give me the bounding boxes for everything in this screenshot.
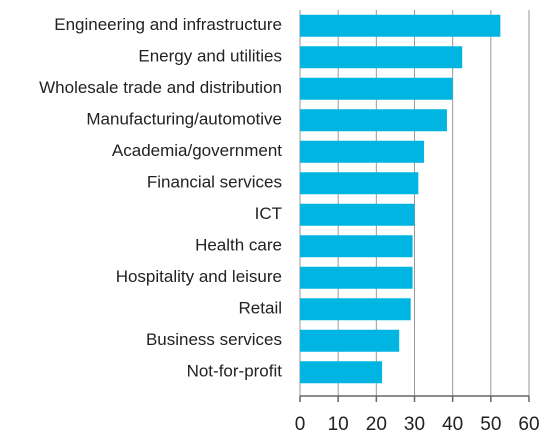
y-tick-label: Health care xyxy=(195,236,282,255)
y-tick-label: Wholesale trade and distribution xyxy=(39,78,282,97)
x-tick-label: 10 xyxy=(328,414,349,435)
x-tick-label: 50 xyxy=(480,414,501,435)
x-tick-label: 60 xyxy=(518,414,539,435)
bar xyxy=(300,361,383,384)
bar xyxy=(300,235,413,258)
bar xyxy=(300,14,501,37)
y-tick-label: Hospitality and leisure xyxy=(116,267,282,286)
y-tick-label: Business services xyxy=(146,330,282,349)
bar xyxy=(300,109,447,132)
bar xyxy=(300,46,463,69)
y-tick-label: Manufacturing/automotive xyxy=(86,110,282,129)
bar xyxy=(300,329,400,352)
y-tick-label: Retail xyxy=(239,299,282,318)
x-tick-label: 0 xyxy=(295,414,306,435)
x-tick-label: 40 xyxy=(442,414,463,435)
bar xyxy=(300,266,413,289)
x-tick-label: 20 xyxy=(366,414,387,435)
y-tick-label: Energy and utilities xyxy=(138,47,282,66)
y-tick-label: Not-for-profit xyxy=(187,362,283,381)
y-tick-label: Engineering and infrastructure xyxy=(54,15,282,34)
x-tick-label: 30 xyxy=(404,414,425,435)
bar xyxy=(300,298,411,321)
y-tick-label: Academia/government xyxy=(112,141,282,160)
bar xyxy=(300,203,415,226)
bar xyxy=(300,172,419,195)
bar xyxy=(300,140,425,163)
y-tick-label: Financial services xyxy=(147,173,282,192)
y-tick-label: ICT xyxy=(255,204,282,223)
bar xyxy=(300,77,453,100)
